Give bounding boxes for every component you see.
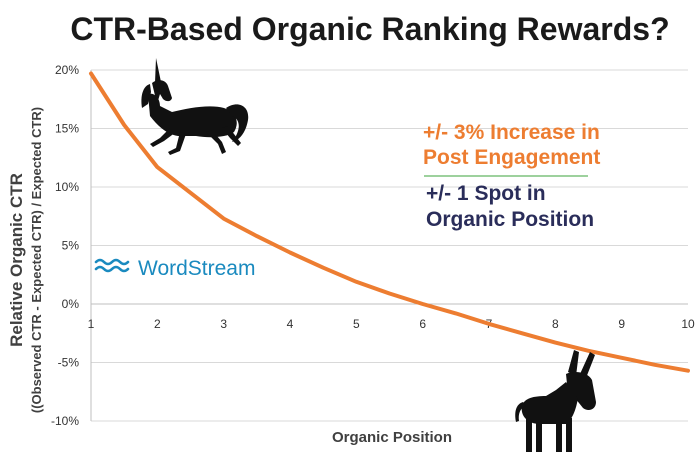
x-tick-label: 6: [419, 317, 426, 331]
x-tick-label: 1: [88, 317, 95, 331]
x-tick-label: 4: [287, 317, 294, 331]
y-tick-label: 5%: [62, 239, 80, 253]
donkey-icon: [515, 350, 596, 452]
annotation-position-line-2: Organic Position: [426, 208, 594, 231]
y-tick-labels: 20% 15% 10% 5% 0% -5% -10%: [51, 63, 79, 428]
y-axis-label: Relative Organic CTR: [7, 173, 26, 347]
x-tick-labels: 1 2 3 4 5 6 7 8 9 10: [88, 317, 695, 331]
annotation-engagement-line-2: Post Engagement: [423, 146, 600, 169]
x-tick-label: 8: [552, 317, 559, 331]
annotation-position-line-1: +/- 1 Spot in: [426, 182, 546, 205]
x-tick-label: 10: [681, 317, 695, 331]
x-tick-label: 3: [220, 317, 227, 331]
y-axis-sublabel: ((Observed CTR - Expected CTR) / Expecte…: [29, 107, 44, 413]
annotation-position: +/- 1 Spot in Organic Position: [426, 182, 594, 231]
wordstream-logo: WordStream: [94, 257, 255, 280]
wordstream-logo-icon: [94, 258, 130, 273]
series-layer: [89, 71, 690, 373]
y-tick-label: 10%: [55, 180, 79, 194]
x-tick-label: 5: [353, 317, 360, 331]
y-tick-label: -5%: [58, 356, 80, 370]
series-line-0: [89, 71, 690, 373]
x-tick-label: 9: [618, 317, 625, 331]
y-tick-label: 15%: [55, 122, 79, 136]
annotation-engagement-line-1: +/- 3% Increase in: [423, 121, 600, 144]
annotation-engagement: +/- 3% Increase in Post Engagement: [423, 121, 600, 169]
wordstream-brand-text: WordStream: [138, 257, 255, 280]
chart-title: CTR-Based Organic Ranking Rewards?: [70, 11, 669, 47]
y-tick-label: -10%: [51, 414, 79, 428]
x-axis-label: Organic Position: [332, 429, 452, 446]
axes: [90, 70, 688, 421]
unicorn-icon: [141, 58, 249, 155]
y-tick-label: 20%: [55, 63, 79, 77]
x-tick-label: 2: [154, 317, 161, 331]
y-axis-label-group: Relative Organic CTR ((Observed CTR - Ex…: [7, 107, 44, 413]
y-tick-label: 0%: [62, 297, 80, 311]
